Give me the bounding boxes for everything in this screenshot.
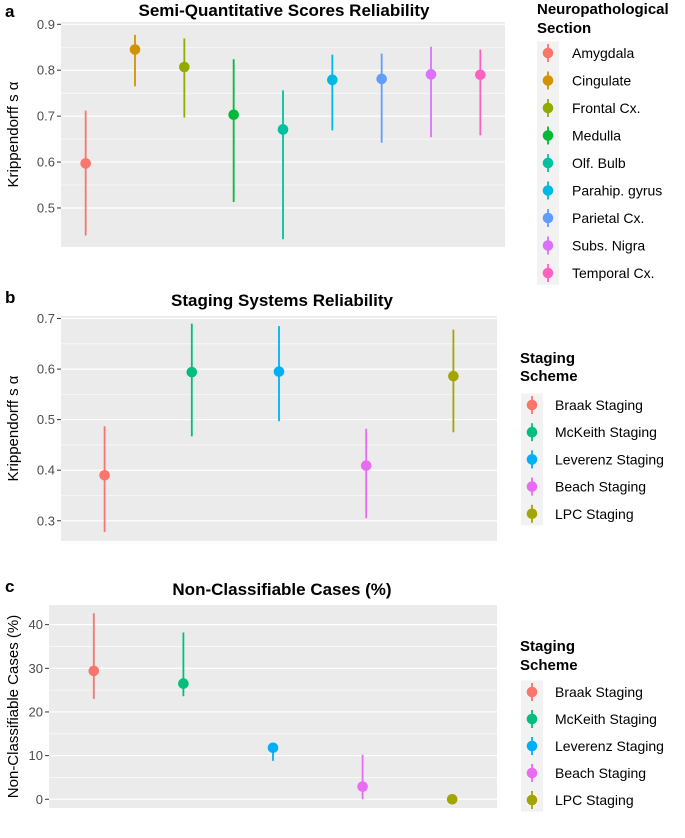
y-tick-label: 0.6 — [37, 155, 55, 170]
data-point-lpc-staging — [448, 370, 459, 382]
legend-label: Leverenz Staging — [555, 738, 664, 754]
data-point-leverenz-staging — [267, 742, 279, 754]
legend-title-line: Scheme — [520, 657, 578, 674]
legend-key-point — [542, 157, 554, 169]
legend-label: Medulla — [572, 128, 621, 144]
y-tick-label: 0 — [36, 792, 43, 807]
legend-label: Parahip. gyrus — [572, 183, 662, 199]
legend-key-point — [526, 794, 538, 806]
legend-key-point — [526, 454, 538, 465]
data-point-frontal-cx- — [179, 61, 190, 73]
y-tick-label: 0.3 — [37, 513, 55, 528]
data-point-mckeith-staging — [186, 366, 198, 378]
data-point-parietal-cx- — [376, 73, 387, 85]
plot-panel-c — [49, 605, 497, 808]
y-tick-label: 0.5 — [37, 200, 55, 215]
legend-key-point — [526, 481, 538, 492]
y-tick-label: 10 — [29, 748, 43, 763]
legend-title-line: Scheme — [520, 368, 578, 385]
panel-letter-a: a — [5, 2, 15, 21]
y-tick-label: 0.7 — [37, 109, 55, 124]
legend-key-point — [542, 47, 554, 59]
y-tick-label: 0.8 — [37, 63, 55, 78]
legend-key-point — [542, 267, 554, 279]
legend-key-point — [542, 75, 554, 86]
legend-label: McKeith Staging — [555, 711, 657, 727]
panel-letter-c: c — [5, 577, 14, 596]
data-point-temporal-cx- — [475, 69, 486, 81]
legend-title-line: Section — [537, 20, 591, 37]
legend-key-point — [542, 102, 554, 114]
legend-key-point — [526, 399, 538, 411]
legend-label: LPC Staging — [555, 506, 634, 522]
legend-label: LPC Staging — [555, 792, 634, 808]
y-tick-label: 0.6 — [37, 362, 55, 377]
y-tick-label: 20 — [29, 704, 43, 719]
legend-label: Leverenz Staging — [555, 451, 664, 467]
legend-label: Braak Staging — [555, 684, 643, 700]
legend-key-point — [542, 212, 554, 224]
data-point-leverenz-staging — [273, 366, 285, 377]
panel-letter-b: b — [5, 288, 15, 307]
legend-key-point — [526, 426, 538, 438]
y-axis-label-a: Krippendorff s α — [5, 81, 22, 187]
legend-key-point — [526, 713, 538, 725]
data-point-subs-nigra — [425, 69, 437, 80]
legend-label: Frontal Cx. — [572, 100, 640, 116]
y-tick-label: 0.9 — [37, 17, 55, 32]
legend-key-point — [542, 240, 554, 251]
chart-title-a: Semi-Quantitative Scores Reliability — [139, 1, 431, 20]
legend-key-point — [526, 740, 538, 752]
y-tick-label: 0.7 — [37, 311, 55, 326]
legend-label: Subs. Nigra — [572, 238, 645, 254]
legend-key-point — [542, 130, 554, 141]
data-point-olf-bulb — [277, 124, 289, 135]
legend-title-line: Staging — [520, 350, 575, 367]
data-point-braak-staging — [99, 469, 110, 481]
y-axis-label-c: Non-Classifiable Cases (%) — [5, 615, 22, 798]
legend-key-point — [526, 686, 538, 698]
legend-title-line: Neuropathological — [537, 1, 669, 18]
legend-key-point — [542, 185, 554, 196]
data-point-braak-staging — [88, 665, 100, 677]
legend-label: Temporal Cx. — [572, 265, 654, 281]
data-point-beach-staging — [360, 460, 372, 471]
chart-title-c: Non-Classifiable Cases (%) — [172, 580, 391, 599]
legend-label: Olf. Bulb — [572, 155, 626, 171]
legend-key-point — [526, 767, 538, 779]
y-tick-label: 40 — [29, 617, 43, 632]
data-point-medulla — [228, 109, 239, 121]
chart-title-b: Staging Systems Reliability — [171, 291, 394, 310]
legend-label: Cingulate — [572, 73, 631, 89]
legend-title-line: Staging — [520, 638, 575, 655]
data-point-parahip-gyrus — [327, 74, 338, 86]
legend-key-point — [526, 508, 538, 520]
legend-label: McKeith Staging — [555, 424, 657, 440]
y-tick-label: 30 — [29, 661, 43, 676]
legend-label: Amygdala — [572, 45, 634, 61]
y-tick-label: 0.5 — [37, 412, 55, 427]
legend-label: Parietal Cx. — [572, 210, 644, 226]
data-point-amygdala — [80, 158, 91, 169]
data-point-lpc-staging — [446, 793, 458, 805]
legend-label: Braak Staging — [555, 397, 643, 413]
data-point-beach-staging — [357, 781, 368, 792]
legend-label: Beach Staging — [555, 765, 646, 781]
data-point-cingulate — [129, 44, 141, 55]
data-point-mckeith-staging — [178, 678, 189, 689]
y-axis-label-b: Krippendorff s α — [5, 375, 22, 481]
y-tick-label: 0.4 — [37, 463, 55, 478]
legend-label: Beach Staging — [555, 479, 646, 495]
